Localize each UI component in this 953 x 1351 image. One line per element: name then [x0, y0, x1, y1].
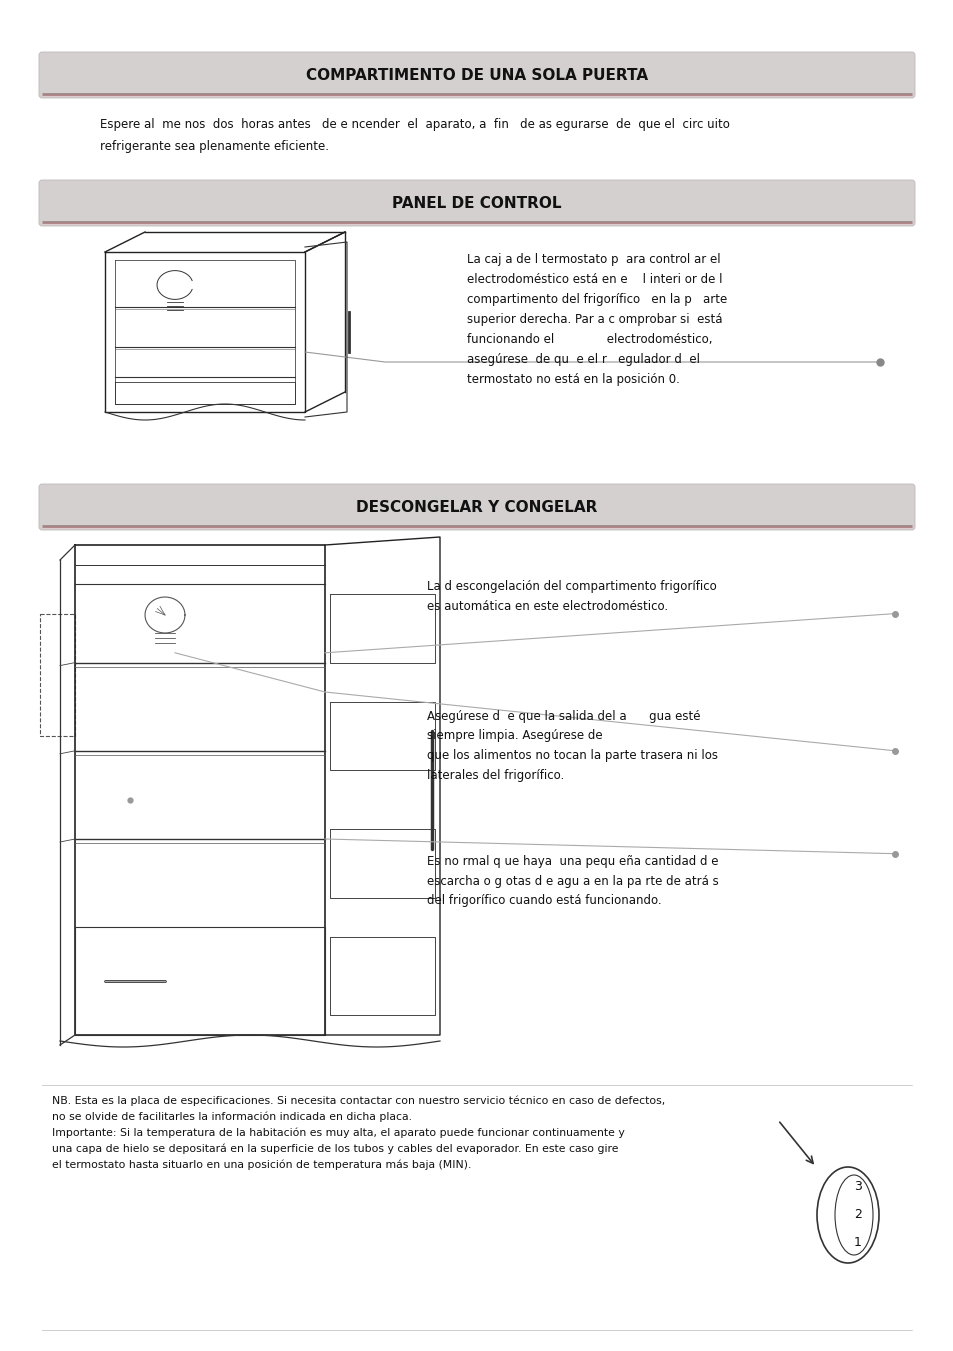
Text: COMPARTIMENTO DE UNA SOLA PUERTA: COMPARTIMENTO DE UNA SOLA PUERTA: [306, 68, 647, 82]
Ellipse shape: [834, 1175, 872, 1255]
Text: PANEL DE CONTROL: PANEL DE CONTROL: [392, 196, 561, 211]
Text: NB. Esta es la placa de especificaciones. Si necesita contactar con nuestro serv: NB. Esta es la placa de especificaciones…: [52, 1096, 664, 1170]
Text: La d escongelación del compartimento frigorífico
es automática en este electrodo: La d escongelación del compartimento fri…: [427, 580, 716, 612]
Text: 1: 1: [853, 1236, 861, 1250]
Text: Es no rmal q ue haya  una pequ eña cantidad d e
escarcha o g otas d e agu a en l: Es no rmal q ue haya una pequ eña cantid…: [427, 855, 718, 907]
Text: 3: 3: [853, 1181, 861, 1193]
Ellipse shape: [816, 1167, 878, 1263]
FancyBboxPatch shape: [39, 51, 914, 99]
Text: La caj a de l termostato p  ara control ar el
electrodoméstico está en e    l in: La caj a de l termostato p ara control a…: [467, 253, 726, 386]
Text: Asegúrese d  e que la salida del a      gua esté
siempre limpia. Asegúrese de
qu: Asegúrese d e que la salida del a gua es…: [427, 711, 718, 781]
FancyBboxPatch shape: [39, 484, 914, 530]
Text: 2: 2: [853, 1209, 861, 1221]
Text: Espere al  me nos  dos  horas antes   de e ncender  el  aparato, a  fin   de as : Espere al me nos dos horas antes de e nc…: [100, 118, 729, 131]
Text: DESCONGELAR Y CONGELAR: DESCONGELAR Y CONGELAR: [355, 500, 598, 515]
Text: refrigerante sea plenamente eficiente.: refrigerante sea plenamente eficiente.: [100, 141, 329, 153]
FancyBboxPatch shape: [39, 180, 914, 226]
